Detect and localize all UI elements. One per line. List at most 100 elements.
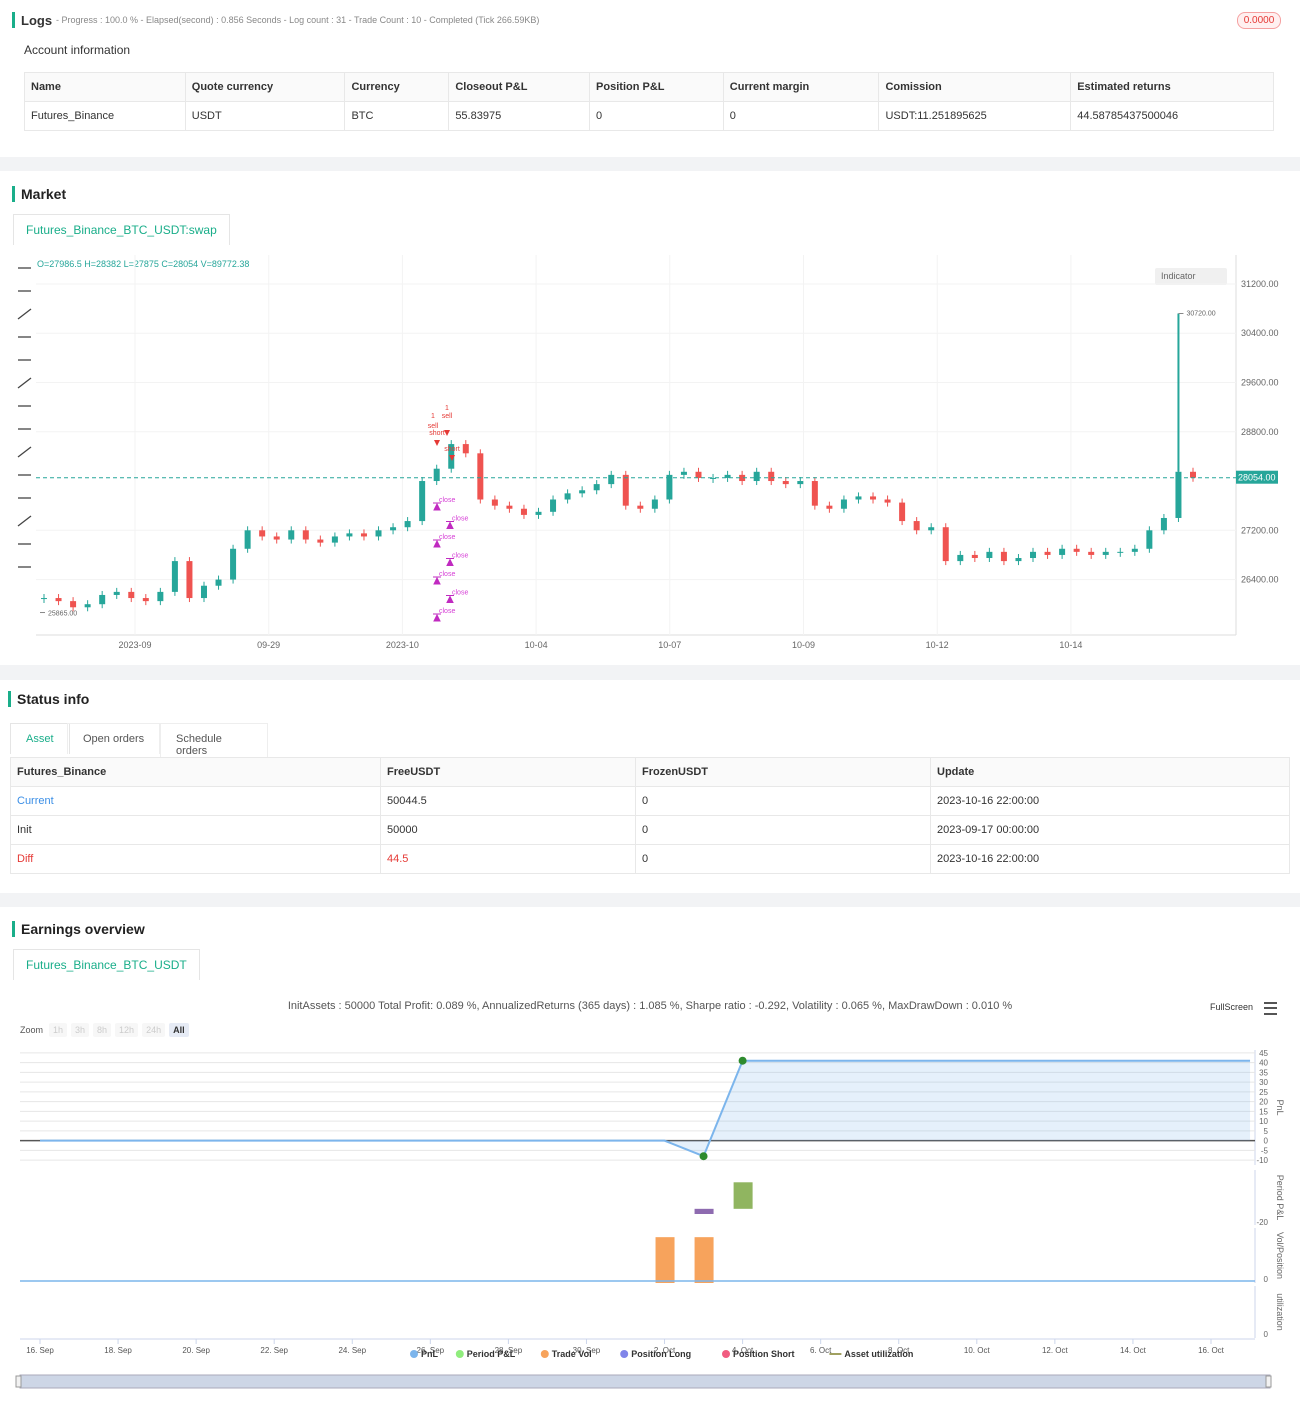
legend-symbol: [455, 1350, 464, 1358]
candle: [870, 496, 877, 500]
candle: [84, 604, 91, 608]
column-header: Quote currency: [184, 72, 346, 102]
status-title: Status info: [8, 691, 89, 707]
table-cell: 0: [635, 844, 931, 874]
last-price-label: 28054.00: [1238, 473, 1276, 483]
y-tick-label: -10: [1256, 1156, 1268, 1165]
x-tick-label: 22. Sep: [260, 1346, 288, 1355]
y-tick-label: 26400.00: [1241, 575, 1279, 585]
zoom-button[interactable]: 3h: [71, 1023, 90, 1037]
candle: [782, 481, 789, 485]
indicator-button[interactable]: Indicator: [1155, 268, 1227, 285]
candle: [637, 505, 644, 509]
candle: [986, 551, 993, 559]
candle: [768, 471, 775, 482]
status-tabs: Asset Open orders Schedule orders: [10, 723, 268, 766]
zoom-button[interactable]: 1h: [49, 1023, 68, 1037]
y-tick-label: 0: [1264, 1330, 1269, 1339]
x-tick-label: 6. Oct: [810, 1346, 832, 1355]
market-tab[interactable]: Futures_Binance_BTC_USDT:swap: [13, 214, 230, 245]
account-title: Account information: [24, 43, 131, 57]
candle: [753, 471, 760, 482]
x-tick-label: 2. Oct: [654, 1346, 676, 1355]
table-cell: BTC: [344, 101, 450, 131]
y-tick-label: 15: [1259, 1107, 1268, 1116]
vol-bar: [694, 1237, 714, 1283]
high-label: 30720.00: [1186, 311, 1215, 318]
menu-icon[interactable]: [1264, 1002, 1277, 1015]
table-cell: Diff: [10, 844, 381, 874]
candle: [1030, 551, 1037, 559]
candle: [550, 499, 557, 512]
zoom-button[interactable]: 24h: [142, 1023, 166, 1037]
x-tick-label: 10-12: [926, 640, 949, 650]
x-tick-label: 10-04: [525, 640, 548, 650]
x-tick-label: 8. Oct: [888, 1346, 910, 1355]
candle: [375, 530, 382, 537]
candle: [1088, 551, 1095, 555]
sell-arrow: [449, 455, 455, 461]
zoom-buttons: 1h 3h 8h 12h 24h All: [49, 1022, 193, 1037]
period-pnl-bar: [733, 1182, 753, 1209]
candle: [840, 499, 847, 509]
y-tick-label: 29600.00: [1241, 377, 1279, 387]
legend-symbol: [722, 1350, 730, 1358]
candle: [957, 554, 964, 562]
close-label: close: [439, 534, 455, 541]
table-cell: 0: [722, 101, 880, 131]
candle: [230, 548, 237, 580]
candle: [695, 471, 702, 478]
x-tick-label: 18. Sep: [104, 1346, 132, 1355]
x-tick-label: 30. Sep: [573, 1346, 601, 1355]
fullscreen[interactable]: FullScreen: [1210, 1002, 1254, 1012]
tab[interactable]: Asset: [10, 723, 70, 754]
legend-label: PnL: [421, 1349, 439, 1359]
candle: [1015, 558, 1022, 562]
x-tick-label: 14. Oct: [1120, 1346, 1147, 1355]
x-tick-label: 12. Oct: [1042, 1346, 1069, 1355]
candle: [317, 539, 324, 543]
candle: [1175, 471, 1182, 518]
ohlc: O=27986.5 H=28382 L=27875 C=28054 V=8977…: [37, 259, 250, 269]
market-chart: 31200.00 30400.00 29600.00 28800.00 27200.00…: [17, 255, 1279, 650]
table-cell: USDT:11.251895625: [878, 101, 1072, 131]
zoom-button[interactable]: 12h: [115, 1023, 139, 1037]
candle: [244, 530, 251, 549]
table-cell: Futures_Binance: [24, 101, 186, 131]
vol-bar: [655, 1237, 675, 1283]
sell-arrow: [434, 440, 440, 446]
table-cell: USDT: [184, 101, 346, 131]
tab[interactable]: Schedule orders: [160, 723, 268, 766]
legend-label: Asset utilization: [844, 1349, 913, 1359]
zoom-button[interactable]: All: [169, 1023, 189, 1037]
candle: [157, 591, 164, 602]
candle: [331, 536, 338, 543]
divider: [0, 893, 1300, 907]
tab[interactable]: Open orders: [67, 723, 161, 754]
y-tick-label: 31200.00: [1241, 279, 1279, 289]
zoom-button[interactable]: 8h: [93, 1023, 112, 1037]
column-header: Closeout P&L: [448, 72, 591, 102]
candle: [797, 481, 804, 485]
y-tick-label: 35: [1259, 1068, 1268, 1077]
legend-symbol: [540, 1350, 549, 1358]
y-tick-label: 25: [1259, 1088, 1268, 1097]
candle: [506, 505, 513, 509]
candle: [1190, 471, 1196, 478]
legend-label: Period P&L: [467, 1349, 516, 1359]
table-cell: 2023-10-16 22:00:00: [930, 786, 1290, 816]
divider: [0, 157, 1300, 171]
candle: [651, 499, 658, 509]
earnings-tab[interactable]: Futures_Binance_BTC_USDT: [13, 949, 200, 980]
logs-status: - Progress : 100.0 % - Elapsed(second) :…: [56, 15, 540, 25]
table-cell: 50044.5: [380, 786, 636, 816]
tool-icon: [17, 515, 32, 527]
candle: [142, 598, 149, 602]
candle: [1131, 548, 1138, 552]
header-row: Futures_Binance FreeUSDT FrozenUSDT Update: [10, 757, 1290, 787]
y-tick-label: 10: [1259, 1117, 1268, 1126]
period-pnl-bar: [694, 1208, 714, 1214]
candle: [739, 474, 746, 482]
badge: 0.0000: [1237, 12, 1281, 29]
